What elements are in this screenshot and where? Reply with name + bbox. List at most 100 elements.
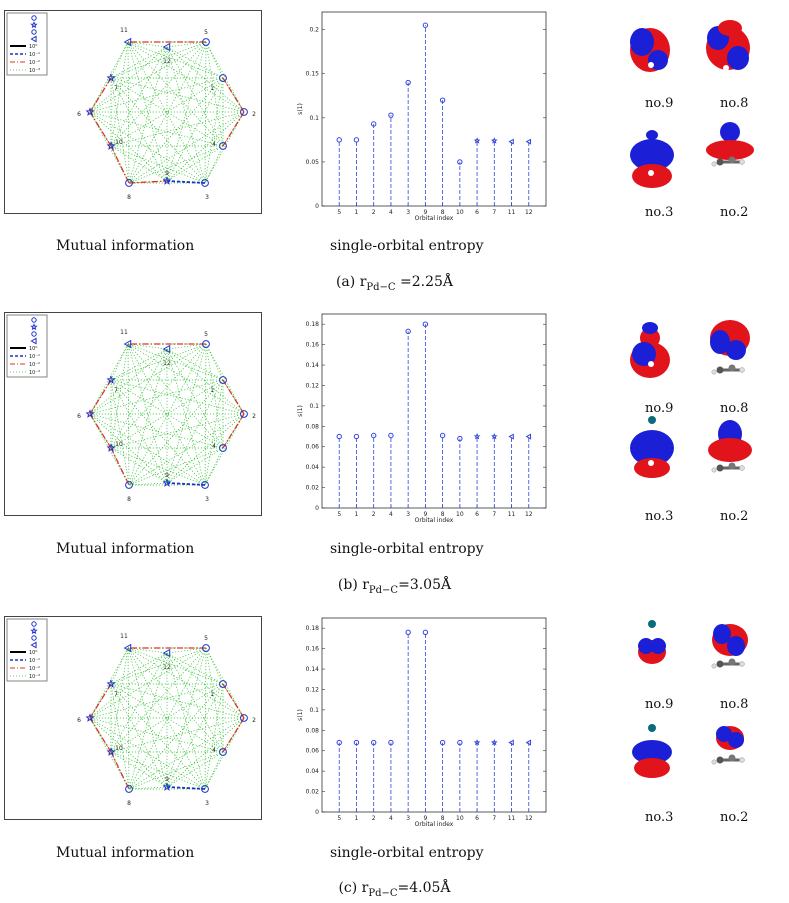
edge-faint [110, 717, 245, 753]
orbital-images [630, 20, 754, 188]
lobe [646, 130, 658, 140]
edge-medium [166, 482, 206, 486]
circle-marker [370, 432, 377, 439]
faint-edges [89, 647, 245, 790]
star-marker [490, 739, 498, 746]
orbital-label: no.3 [645, 205, 674, 220]
triangle-marker [162, 344, 171, 354]
edge-faint [166, 46, 224, 147]
y-tick-label: 0.06 [306, 748, 320, 755]
molecule-icon [711, 462, 745, 473]
lobe [630, 28, 654, 56]
edge-faint [110, 379, 206, 486]
triangle-marker [30, 337, 37, 345]
lobe [706, 140, 754, 160]
edge-weak [89, 413, 112, 449]
edge-weak [222, 683, 245, 719]
star-marker [85, 409, 95, 418]
edge-faint [110, 46, 168, 147]
edge-faint [110, 413, 245, 449]
circle-marker [439, 97, 446, 103]
x-tick-label: 6 [475, 209, 479, 216]
edge-faint [110, 683, 224, 753]
x-tick-label: 9 [423, 815, 427, 822]
edge-faint [89, 77, 224, 113]
atom [711, 663, 717, 669]
orbital-label: no.2 [720, 509, 749, 524]
legend-label: 10⁻³ [29, 674, 40, 680]
star-marker [30, 323, 38, 331]
edge-weak [110, 751, 130, 790]
circle-marker [405, 79, 411, 86]
star-marker [106, 679, 116, 688]
node-label: 3 [205, 496, 209, 503]
faint-edges [89, 41, 245, 184]
edge-faint [110, 447, 168, 484]
x-tick-label: 5 [337, 511, 341, 518]
x-tick-label: 11 [508, 815, 516, 822]
x-tick-label: 7 [492, 511, 496, 518]
edge-weak [222, 379, 245, 415]
star-marker [162, 176, 172, 185]
orbital-label: no.8 [720, 401, 749, 416]
circle-marker [422, 22, 429, 28]
edge-faint [127, 343, 168, 484]
edge-weak [110, 145, 130, 184]
x-tick-label: 9 [423, 511, 427, 518]
circle-marker [353, 433, 360, 440]
y-tick-label: 0.12 [306, 686, 320, 693]
edge-medium [166, 180, 206, 184]
edge-medium [166, 786, 206, 790]
node-label: 6 [77, 717, 81, 724]
circle-marker [439, 432, 446, 439]
edge-faint [127, 41, 224, 147]
edge-faint [127, 41, 224, 79]
y-tick-label: 0.12 [306, 382, 320, 389]
star-marker [162, 478, 172, 487]
triangle-marker [123, 643, 132, 653]
node-label: 11 [120, 27, 128, 34]
y-tick-label: 0 [315, 505, 319, 512]
edge-faint [222, 77, 245, 113]
edge-faint [166, 348, 224, 449]
x-tick-label: 1 [355, 815, 359, 822]
plot-area [321, 617, 547, 813]
edge-faint [89, 77, 112, 113]
y-tick-label: 0.18 [306, 321, 320, 328]
lobe [716, 726, 732, 742]
circle-marker [336, 739, 342, 746]
edge-faint [205, 647, 224, 753]
atom [739, 757, 745, 763]
y-tick-label: 0.02 [306, 485, 320, 492]
node-label: 2 [252, 111, 256, 118]
x-tick-label: 3 [406, 209, 410, 216]
circle-marker [125, 785, 133, 793]
edge-faint [166, 447, 224, 484]
lobe [632, 342, 656, 366]
edge-faint [205, 647, 224, 685]
edge-faint [205, 647, 245, 719]
circle-marker [240, 108, 248, 116]
entropy-caption: single-orbital entropy [330, 238, 484, 254]
circle-marker [422, 629, 429, 635]
atom [711, 161, 717, 167]
y-tick-label: 0.14 [306, 666, 320, 673]
node-label: 12 [163, 664, 171, 671]
edge-faint [110, 41, 129, 147]
legend-label: 10⁻¹ [29, 354, 40, 360]
edge-faint [89, 717, 224, 753]
triangle-marker [525, 433, 532, 440]
lobe [632, 164, 672, 188]
legend-label: 10⁻² [29, 362, 40, 368]
atom [648, 361, 654, 367]
circle-marker [219, 376, 227, 384]
atom [728, 754, 736, 762]
legend-label: 10⁻¹ [29, 52, 40, 58]
edge-faint [127, 647, 224, 685]
edge-faint [110, 343, 129, 381]
circle-marker [219, 142, 227, 150]
orbital-label: no.3 [645, 810, 674, 825]
legend: 10⁰ 10⁻¹ 10⁻² 10⁻³ [6, 12, 48, 76]
node-label: 7 [114, 387, 118, 394]
orbital-label: no.9 [645, 96, 674, 111]
